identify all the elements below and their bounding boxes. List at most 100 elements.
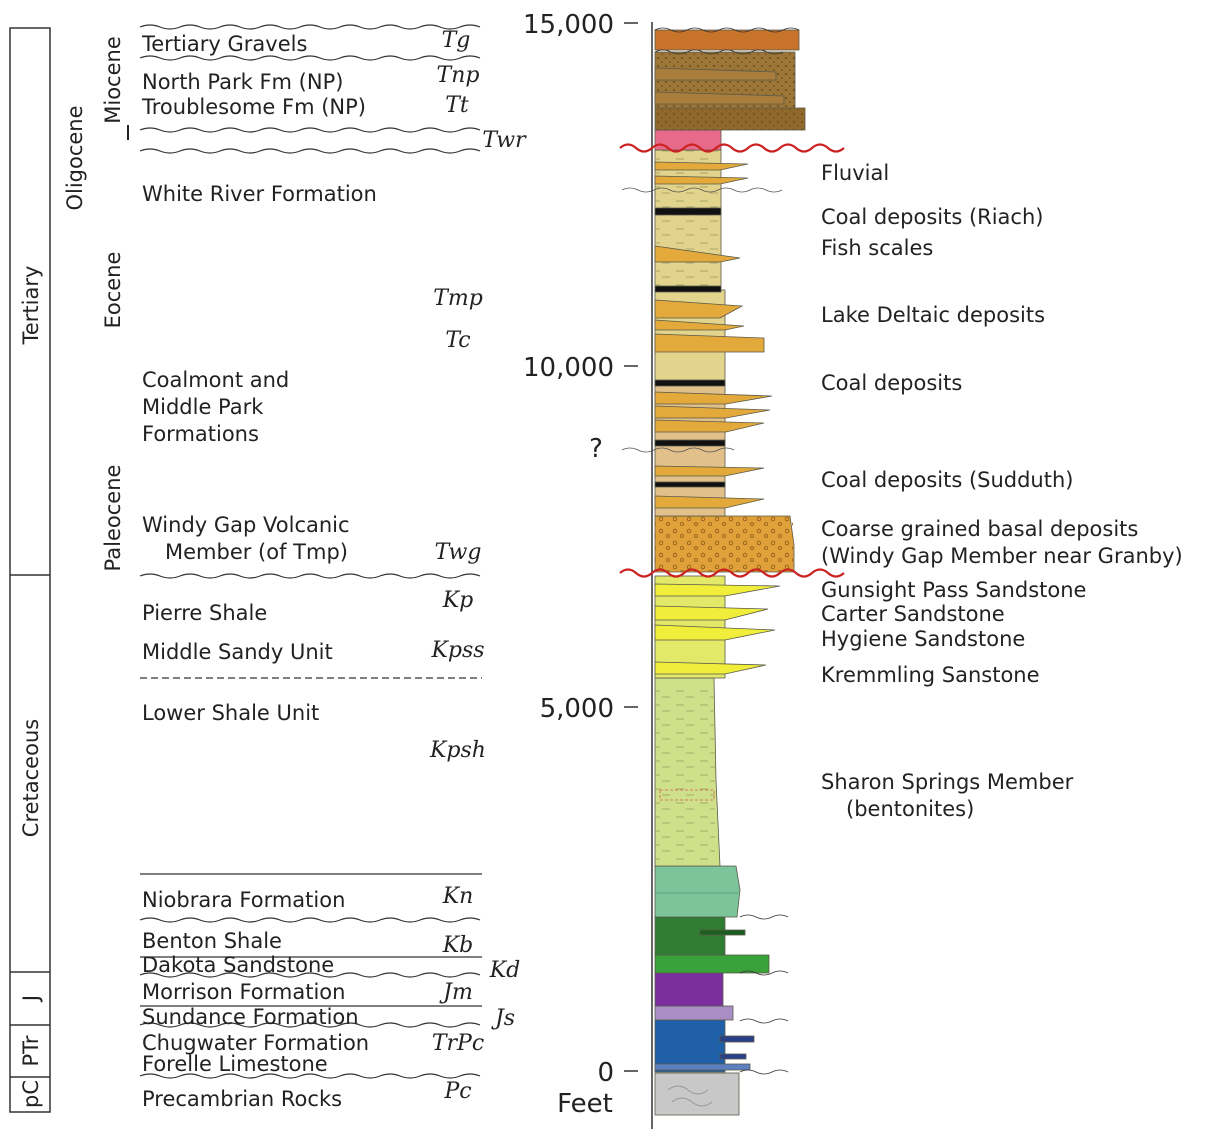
sandstone-tongue [654,405,771,419]
sandstone-tongue [654,391,773,405]
sandstone-tongue [654,495,765,509]
depth-tick-label: 10,000 [523,353,614,383]
formation-name: Middle Sandy Unit [142,640,333,664]
unconformity-line [139,972,481,978]
annotation-label: Carter Sandstone [821,602,1005,626]
formation-name: Member (of Tmp) [165,540,348,564]
major-unconformity-lower [619,568,845,578]
formation-symbol: Js [491,1006,515,1031]
layer-morrison [654,971,724,1007]
formation-symbol: Pc [443,1079,471,1104]
formation-name: Pierre Shale [142,601,267,625]
sandstone-tongue-carter [654,605,769,621]
sandstone-tongue [654,245,741,263]
sandstone-tongue [654,91,785,105]
layer-tertiary-gravels [654,29,800,51]
period-label-precambrian: pC [19,1080,43,1108]
epoch-labels: Miocene Oligocene Eocene Paleocene [63,36,129,572]
coal-bed [654,285,722,293]
formation-symbol: Twg [435,540,482,565]
formation-name: White River Formation [142,182,377,206]
unconformity-line [139,55,481,61]
formation-symbol: Kb [442,933,474,958]
unconformity-line [739,1018,789,1024]
epoch-label-miocene: Miocene [101,36,125,124]
depth-tick-label: 0 [597,1058,614,1088]
depth-tick-label: 5,000 [540,694,614,724]
unconformity-line [139,573,481,579]
unconformity-line [654,49,784,55]
layer-benton [654,916,726,956]
sandstone-tongue-gunsight [654,583,781,597]
sandstone-tongue [654,161,749,171]
formation-name: Benton Shale [142,929,282,953]
annotation-label: (bentonites) [846,797,974,821]
annotation-label: Coal deposits (Riach) [821,205,1043,229]
coal-bed [654,481,726,488]
sandstone-tongue [654,299,744,319]
unconformity-line [739,970,789,976]
unconformity-line [654,27,800,33]
unconformity-line [739,1069,789,1075]
unconformity-line [139,127,481,133]
uncertain-marker: ? [589,434,603,464]
formation-symbol: Tmp [433,286,483,311]
unconformity-line [139,148,481,154]
layer-windy-gap-texture [655,516,793,572]
sandstone-tongue [654,333,765,353]
layer-bentonite [659,789,715,801]
layer-benton-ledge [699,929,746,936]
formation-name: Formations [142,422,259,446]
sandstone-tongue [654,419,765,433]
depth-axis: 15,000 10,000 5,000 0 Feet ? [523,10,653,1129]
formation-symbol: Kn [442,884,474,909]
unconformity-line [139,917,481,923]
annotation-label: Fluvial [821,161,889,185]
formation-name: Dakota Sandstone [142,953,334,977]
formation-symbol: Kd [489,958,521,983]
formation-symbol: Kpss [430,638,484,663]
epoch-label-paleocene: Paleocene [101,465,125,572]
annotation-label: Fish scales [821,236,933,260]
period-label-cretaceous: Cretaceous [19,719,43,837]
formation-name: Windy Gap Volcanic [142,513,350,537]
layer-niobrara [654,865,741,918]
annotation-label: Lake Deltaic deposits [821,303,1045,327]
annotation-label: Sharon Springs Member [821,770,1074,794]
formation-symbol: Kpsh [429,738,486,763]
formation-name: Tertiary Gravels [141,32,307,56]
formation-symbol: Tc [445,328,470,353]
formation-symbol: Tt [445,93,469,118]
annotation-label: (Windy Gap Member near Granby) [821,544,1183,568]
formation-name: Middle Park [142,395,264,419]
unconformity-line [139,1022,481,1028]
annotation-label: Coal deposits [821,371,962,395]
period-label-permian-triassic: PTr [19,1035,43,1066]
annotation-label: Coal deposits (Sudduth) [821,468,1073,492]
coal-bed [654,379,726,387]
layer-dakota [654,954,770,974]
annotation-label: Hygiene Sandstone [821,627,1025,651]
layer-pierre-texture [655,690,715,860]
unconformity-line [621,447,735,453]
coal-bed [654,439,726,447]
formation-symbol: Jm [439,980,473,1005]
formation-name: Sundance Formation [142,1005,359,1029]
formation-name: Lower Shale Unit [142,701,319,725]
sandstone-tongue [654,319,745,331]
unconformity-line [139,24,481,30]
depth-unit-label: Feet [557,1089,613,1119]
period-label-tertiary: Tertiary [19,266,43,346]
layer-troublesome-texture [655,108,805,130]
formation-name: Coalmont and [142,368,289,392]
formation-name: Precambrian Rocks [142,1087,342,1111]
unconformity-line [139,1073,481,1079]
unconformity-line [739,914,789,920]
formation-symbol: Kp [442,588,474,613]
annotation-label: Kremmling Sanstone [821,663,1040,687]
layer-sundance [654,1005,734,1021]
formation-name: Forelle Limestone [142,1052,328,1076]
formation-symbol: Twr [482,128,527,153]
layer-coalmont-texture [655,150,721,286]
